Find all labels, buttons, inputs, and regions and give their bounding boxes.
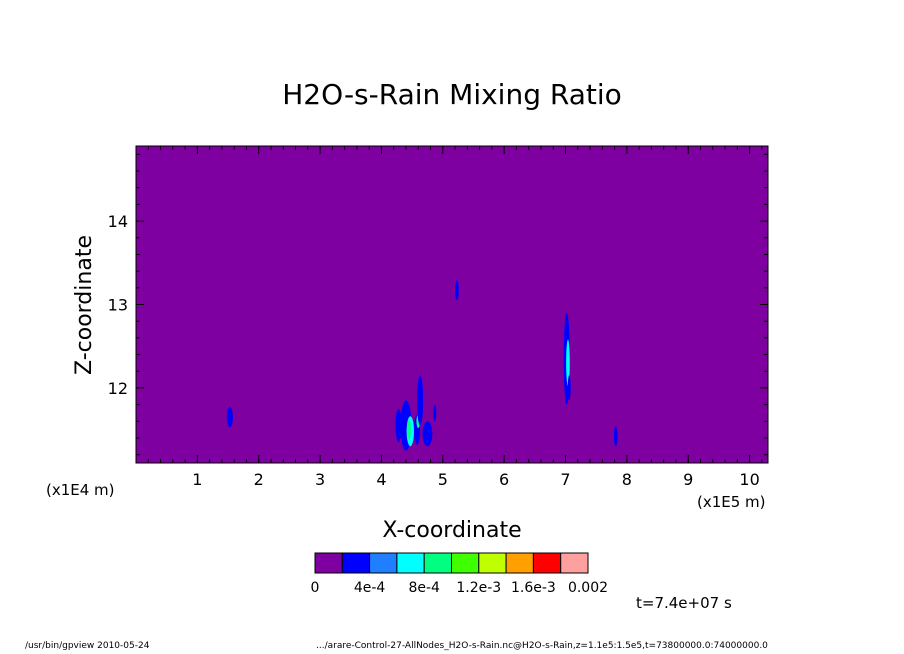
colorbar-swatch-4 (423, 552, 453, 574)
x-tick-label-9: 10 (739, 470, 759, 489)
time-note: t=7.4e+07 s (636, 594, 732, 612)
footer-source: .../arare-Control-27-AllNodes_H2O-s-Rain… (316, 641, 768, 651)
footer-program: /usr/bin/gpview 2010-05-24 (25, 641, 150, 651)
colorbar-swatch-9 (560, 552, 589, 574)
feature-10 (433, 404, 437, 422)
x-tick-label-4: 5 (438, 470, 448, 489)
colorbar-swatch-7 (505, 552, 534, 574)
feature-1 (455, 280, 459, 301)
x-tick-label-5: 6 (499, 470, 509, 489)
colorbar-swatch-2 (369, 552, 398, 574)
colorbar (314, 552, 589, 574)
colorbar-label-2: 8e-4 (408, 580, 440, 596)
x-axis-label: X-coordinate (382, 518, 521, 543)
colorbar-labels: 0 4e-4 8e-4 1.2e-3 1.6e-3 0.002 (311, 580, 609, 596)
colorbar-label-1: 4e-4 (354, 580, 386, 596)
colorbar-label-5: 0.002 (568, 580, 608, 596)
data-features (226, 280, 618, 451)
colorbar-label-3: 1.2e-3 (456, 580, 501, 596)
feature-2 (395, 408, 402, 443)
colorbar-swatch-0 (314, 552, 343, 574)
x-tick-label-7: 8 (622, 470, 632, 489)
y-axis: 12 13 14 (108, 153, 768, 456)
y-tick-label-1: 13 (108, 296, 128, 315)
plot-area (136, 146, 768, 463)
feature-13 (567, 375, 571, 401)
chart-title: H2O-s-Rain Mixing Ratio (282, 78, 622, 111)
feature-9 (422, 421, 433, 447)
x-tick-label-1: 2 (254, 470, 264, 489)
colorbar-swatch-3 (396, 552, 425, 574)
y-tick-label-2: 14 (108, 212, 128, 231)
x-tick-label-2: 3 (315, 470, 325, 489)
feature-8 (417, 375, 424, 426)
feature-0 (226, 407, 233, 428)
feature-12 (566, 339, 570, 387)
colorbar-swatch-5 (451, 552, 480, 574)
colorbar-swatch-6 (478, 552, 507, 574)
colorbar-swatch-1 (341, 552, 371, 574)
feature-14 (613, 426, 618, 447)
y-tick-label-0: 12 (108, 379, 128, 398)
colorbar-label-4: 1.6e-3 (511, 580, 556, 596)
x-scale-note: (x1E5 m) (697, 493, 766, 511)
y-scale-note: (x1E4 m) (46, 481, 115, 499)
x-tick-label-6: 7 (560, 470, 570, 489)
colorbar-swatch-8 (532, 552, 562, 574)
x-tick-label-0: 1 (192, 470, 202, 489)
colorbar-label-0: 0 (311, 580, 320, 596)
x-axis: 1 2 3 4 5 6 7 8 9 10 (147, 146, 763, 489)
y-axis-label: Z-coordinate (72, 235, 97, 375)
feature-5 (407, 419, 411, 440)
x-tick-label-8: 9 (683, 470, 693, 489)
x-tick-label-3: 4 (376, 470, 386, 489)
